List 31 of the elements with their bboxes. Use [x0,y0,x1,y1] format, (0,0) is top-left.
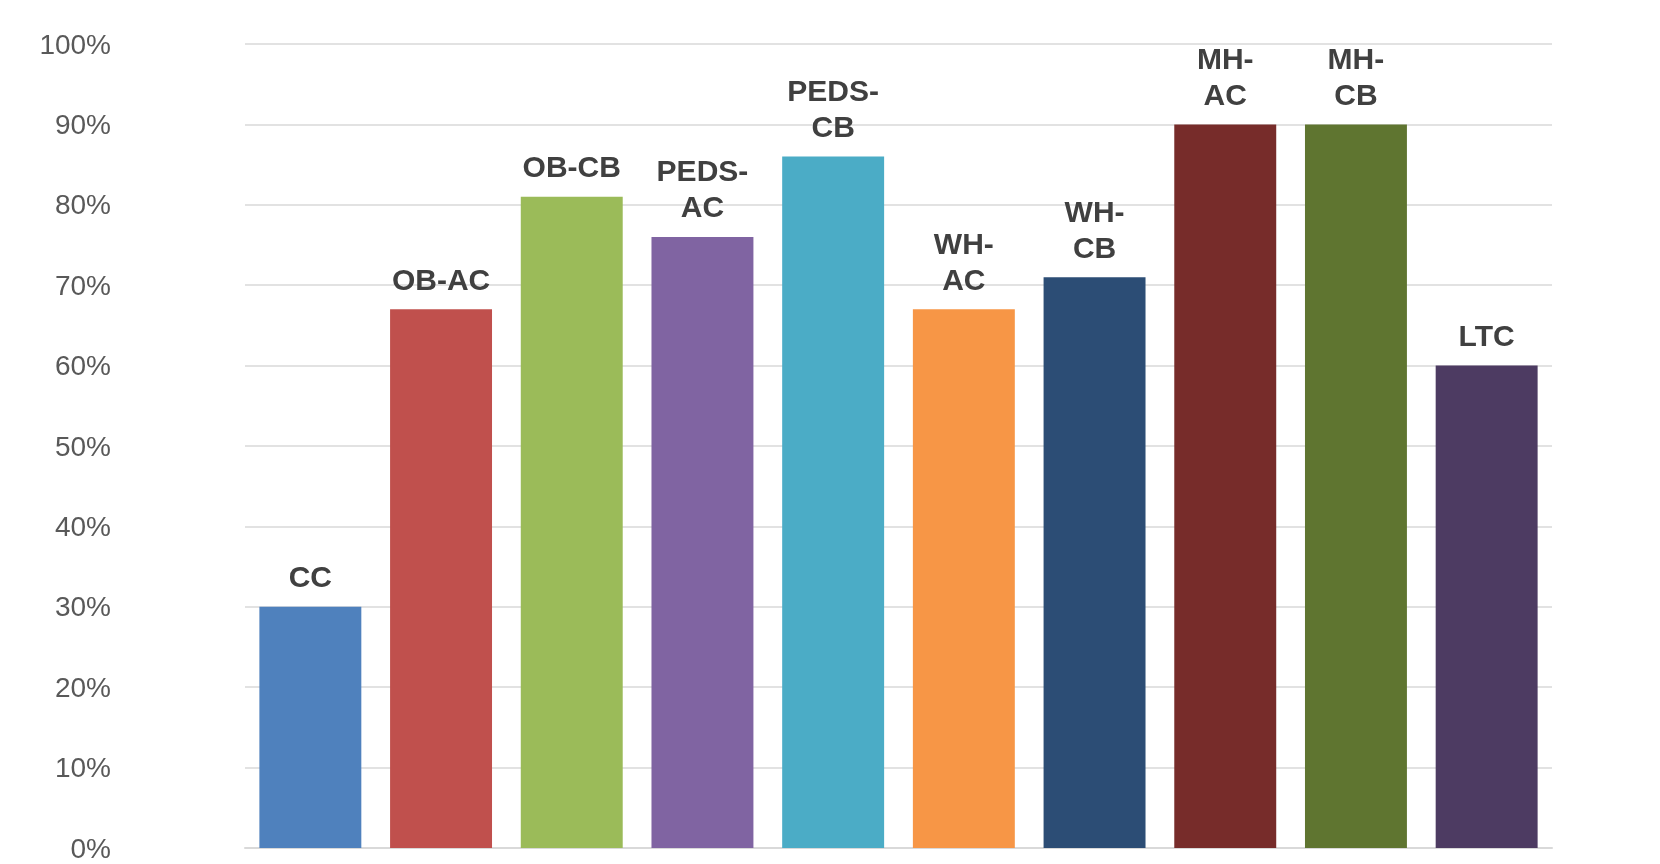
y-tick-label: 60% [54,350,111,382]
bar [1174,124,1277,848]
y-tick-label: 50% [54,430,111,462]
bar [1304,124,1407,848]
bar [1043,277,1146,848]
x-tick-label: MH-CB [1327,41,1385,111]
x-tick-label: CC [288,560,333,594]
y-tick-label: 20% [54,671,111,703]
y-tick-label: 40% [54,510,111,542]
x-tick-label: LTC [1458,319,1515,353]
x-tick-label: WH-AC [933,226,994,296]
bar [520,196,623,848]
bar [651,236,754,848]
x-tick-label: OB-AC [391,262,491,296]
y-tick-label: 80% [54,189,111,221]
y-tick-label: 70% [54,269,111,301]
bar [782,156,885,848]
y-tick-label: 100% [39,28,111,60]
x-tick-label: WH-CB [1064,194,1125,264]
y-tick-label: 90% [54,108,111,140]
bar [1435,365,1538,848]
bar [912,309,1015,848]
x-tick-label: PEDS-AC [656,154,749,224]
y-tick-label: 10% [54,752,111,784]
bar [259,606,362,848]
x-tick-label: PEDS-CB [787,74,879,144]
bar [390,309,493,848]
y-tick-label: 30% [54,591,111,623]
y-tick-label: 0% [70,832,111,864]
x-tick-label: MH-AC [1196,41,1254,111]
x-tick-label: OB-CB [522,150,621,184]
